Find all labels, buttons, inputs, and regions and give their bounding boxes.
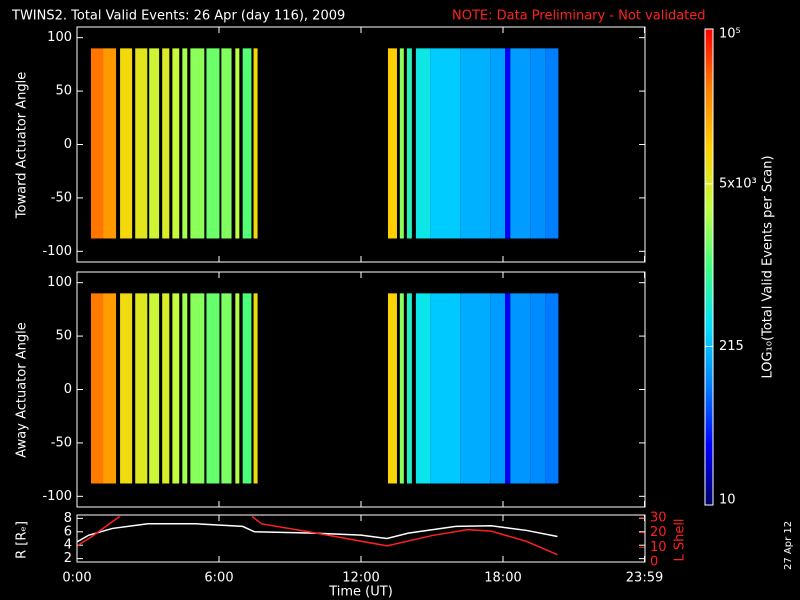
stripe [530,48,546,239]
title: TWINS2. Total Valid Events: 26 Apr (day … [11,9,345,24]
stamp: 27 Apr 12 [783,521,794,570]
stripe [253,48,258,239]
stripe [103,293,117,484]
plot-frame [76,26,646,263]
y-tick-label: 100 [47,30,72,45]
x-tick-label: 6:00 [204,571,233,586]
stripe [253,293,258,484]
stripe [162,293,170,484]
stripe [135,48,148,239]
stripe [182,293,188,484]
y-axis-label: R [Rₑ] [15,521,30,559]
stripe [505,48,511,239]
y-tick-label: 6 [64,524,72,539]
stripe [172,293,180,484]
stripe [103,48,117,239]
plot-frame [76,271,646,508]
x-tick-label: 23:59 [626,571,663,586]
stripe [510,293,531,484]
stripe [90,293,104,484]
stripe [406,48,412,239]
stripe [90,48,104,239]
y2-tick-label: 10 [650,540,667,555]
colorbar [704,28,714,506]
y-tick-label: 2 [64,551,72,566]
y-tick-label: 100 [47,275,72,290]
colorbar-tick-label: 10⁵ [719,27,741,42]
y-tick-label: 4 [64,538,72,553]
plot-frame [76,514,646,563]
colorbar-tick-label: 10 [719,493,736,508]
stripe [120,48,133,239]
stripe [505,293,511,484]
stripe [182,48,188,239]
y-tick-label: 50 [55,84,72,99]
stripe [172,48,180,239]
y-tick-label: -100 [42,489,72,504]
y2-axis-label: L Shell [673,518,688,561]
note: NOTE: Data Preliminary - Not validated [452,9,706,24]
stripe [545,48,559,239]
x-tick-label: 18:00 [484,571,521,586]
stripe [235,48,240,239]
x-axis-label: Time (UT) [328,585,393,600]
x-tick-label: 12:00 [342,571,379,586]
colorbar-label: LOG₁₀(Total Valid Events per Scan) [761,155,776,378]
stripe [149,48,160,239]
y-tick-label: -50 [51,190,72,205]
y-tick-label: 50 [55,329,72,344]
stripe [406,293,412,484]
stripe [415,293,431,484]
stripe [399,293,404,484]
stripe [190,293,205,484]
stripe [490,48,506,239]
y-tick-label: 0 [64,137,72,152]
stripe [242,48,252,239]
stripe [235,293,240,484]
y-tick-label: 0 [64,382,72,397]
line [77,515,558,556]
stripe [430,48,461,239]
stripe [430,293,461,484]
y-axis-label: Toward Actuator Angle [15,72,30,219]
stripe [387,293,397,484]
y2-tick-label: 0 [650,555,658,570]
stripe [120,293,133,484]
colorbar-tick-label: 215 [719,339,744,354]
x-tick-label: 0:00 [62,571,91,586]
stripe [206,48,220,239]
stripe [415,48,431,239]
stripe [460,293,491,484]
y-tick-label: -100 [42,244,72,259]
stripe [162,48,170,239]
y2-tick-label: 20 [650,525,667,540]
colorbar-tick-label: 5x10³ [719,176,757,191]
y-tick-label: 8 [64,511,72,526]
stripe [399,48,404,239]
y-axis-label: Away Actuator Angle [15,322,30,457]
stripe [135,293,148,484]
stripe [490,293,506,484]
stripe [530,293,546,484]
stripe [190,48,205,239]
stripe [149,293,160,484]
stripe [221,48,232,239]
stripe [460,48,491,239]
y-tick-label: -50 [51,435,72,450]
stripe [242,293,252,484]
stripe [545,293,559,484]
y2-tick-label: 30 [650,510,667,525]
stripe [221,293,232,484]
stripe [387,48,397,239]
stripe [510,48,531,239]
stripe [206,293,220,484]
